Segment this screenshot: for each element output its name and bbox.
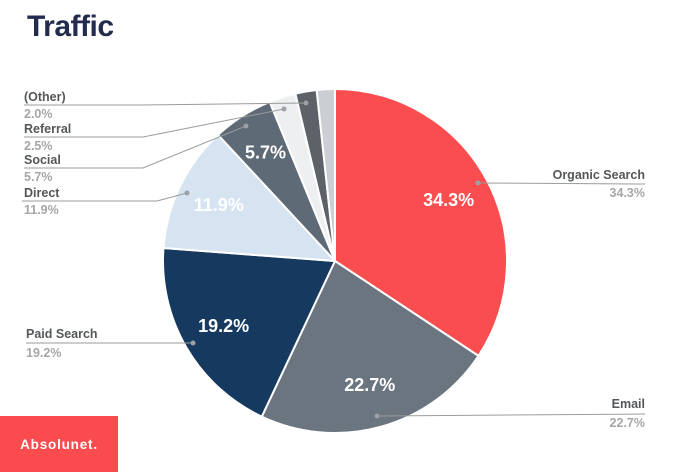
pie-slices (162, 88, 508, 434)
callout-organic-search-pct: 34.3% (609, 186, 645, 200)
referral-leader-line (24, 108, 285, 138)
callout-paid-search-pct: 19.2% (26, 346, 62, 360)
absolunet-logo: Absolunet. (0, 416, 118, 472)
callout-social-pct: 5.7% (24, 170, 53, 184)
callout-email-pct: 22.7% (609, 416, 645, 430)
pie-slice-email (260, 260, 480, 434)
pie-slice-paid-search (162, 247, 336, 418)
email-leader-line (376, 413, 646, 417)
referral-leader-dot (281, 106, 287, 112)
callout-other-pct: 2.0% (24, 107, 53, 121)
callout-referral-name: Referral (24, 122, 72, 136)
callout-direct-name: Direct (24, 186, 60, 200)
pie-inner-labels: 34.3% 22.7% 19.2% 11.9% 5.7% (194, 142, 474, 395)
pie-slice-pct-organic-search: 34.3% (423, 190, 474, 210)
pie-slice-pct-paid-search: 19.2% (198, 316, 249, 336)
pie-slice-pct-direct: 11.9% (194, 195, 244, 215)
pie-slice-pct-social: 5.7% (245, 142, 286, 162)
paid-search-leader-dot (190, 340, 196, 346)
organic-search-leader-dot (475, 180, 481, 186)
callout-other-name: (Other) (24, 90, 66, 104)
callout-direct-pct: 11.9% (24, 203, 59, 217)
callout-referral-pct: 2.5% (24, 139, 53, 153)
callout-email-name: Email (611, 397, 645, 411)
organic-search-leader-line (477, 182, 646, 185)
other-leader-line (24, 102, 307, 106)
page-title: Traffic (27, 10, 114, 43)
other-leader-dot (303, 100, 309, 106)
social-leader-dot (243, 123, 249, 129)
direct-leader-dot (184, 190, 190, 196)
callout-paid-search-name: Paid Search (26, 327, 98, 341)
callout-lines (22, 100, 646, 419)
pie-slice-unlabeled (315, 88, 336, 262)
callout-organic-search-name: Organic Search (552, 168, 645, 182)
pie-slice-pct-email: 22.7% (344, 375, 395, 395)
social-leader-line (24, 125, 247, 169)
direct-leader-line (22, 192, 188, 202)
email-leader-dot (374, 413, 380, 419)
callout-social-name: Social (24, 153, 61, 167)
absolunet-logo-text: Absolunet. (20, 436, 98, 452)
